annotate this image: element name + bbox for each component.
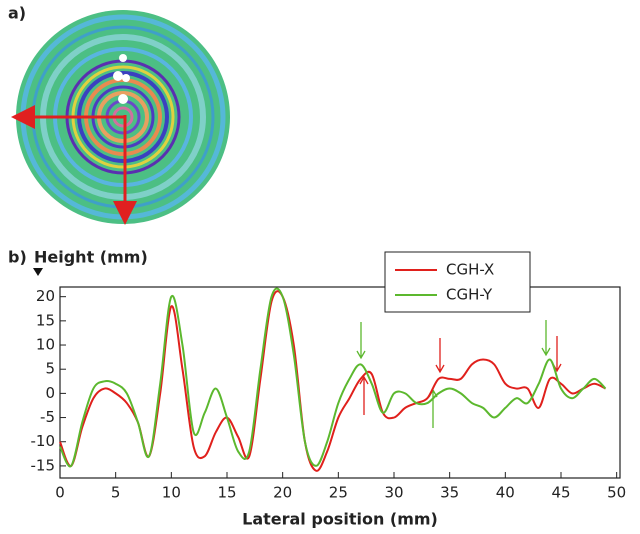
data-line (59, 290, 606, 472)
axis-pointer (33, 268, 43, 276)
panel-label: a) (8, 4, 26, 23)
legend-label: CGH-X (446, 261, 494, 279)
legend-label: CGH-Y (446, 286, 493, 304)
x-tick-label: 30 (384, 484, 403, 502)
y-tick-label: 20 (36, 287, 55, 305)
y-tick-label: 0 (45, 384, 55, 402)
x-tick-label: 10 (162, 484, 181, 502)
y-tick-label: -5 (40, 408, 55, 426)
y-tick-label: -10 (31, 432, 56, 450)
x-tick-label: 50 (607, 484, 626, 502)
x-tick-label: 40 (496, 484, 515, 502)
y-tick-label: -15 (31, 456, 56, 474)
x-tick-label: 45 (551, 484, 570, 502)
y-tick-label: 15 (36, 311, 55, 329)
plot-frame (59, 286, 621, 479)
y-tick-label: 10 (36, 336, 55, 354)
y-axis-label: Height (mm) (34, 248, 148, 267)
legend-box (384, 251, 531, 313)
x-axis-label: Lateral position (mm) (242, 510, 438, 529)
annotation-arrows (356, 320, 562, 428)
axis-arrows (11, 105, 137, 225)
x-tick-label: 35 (440, 484, 459, 502)
y-tick-label: 5 (45, 360, 55, 378)
panel-label: b) (8, 248, 27, 267)
x-tick-label: 25 (329, 484, 348, 502)
x-tick-label: 20 (273, 484, 292, 502)
x-tick-label: 0 (55, 484, 65, 502)
x-tick-label: 15 (217, 484, 236, 502)
data-line (59, 287, 607, 468)
x-tick-label: 5 (111, 484, 121, 502)
